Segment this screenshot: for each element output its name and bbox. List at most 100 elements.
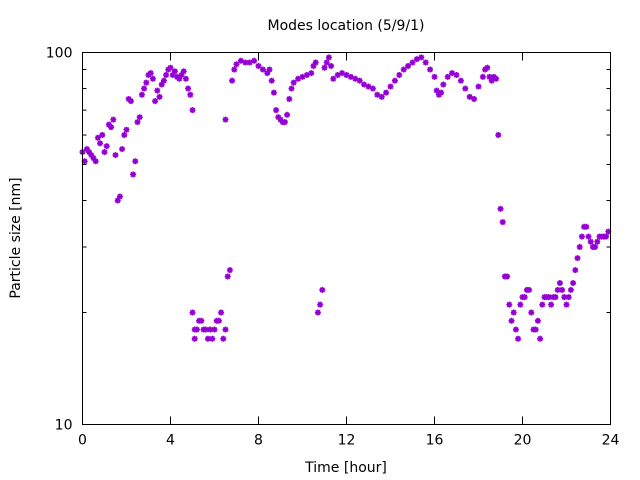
- plot-frame: [82, 52, 611, 425]
- data-point: [284, 111, 291, 118]
- data-point: [532, 326, 539, 333]
- data-point: [180, 68, 187, 75]
- data-point: [116, 193, 123, 200]
- data-point: [176, 75, 183, 82]
- data-point: [440, 81, 447, 88]
- data-point: [97, 140, 104, 147]
- data-point: [328, 62, 335, 69]
- data-point: [545, 294, 552, 301]
- data-point: [167, 64, 174, 71]
- data-point: [561, 294, 568, 301]
- data-point: [539, 301, 546, 308]
- data-point: [288, 85, 295, 92]
- data-point: [594, 238, 601, 245]
- data-point: [521, 294, 528, 301]
- data-point: [308, 70, 315, 77]
- data-point: [556, 280, 563, 287]
- data-point: [255, 62, 262, 69]
- data-point: [484, 64, 491, 71]
- x-tick-label: 8: [254, 433, 263, 449]
- data-point: [259, 66, 266, 73]
- data-point: [103, 143, 110, 150]
- data-point: [457, 77, 464, 84]
- data-point: [548, 301, 555, 308]
- data-point: [552, 294, 559, 301]
- data-point: [108, 124, 115, 131]
- data-point: [303, 71, 310, 78]
- data-point: [152, 98, 159, 105]
- data-point: [479, 73, 486, 80]
- data-point: [325, 54, 332, 61]
- data-point: [471, 95, 478, 102]
- data-point: [453, 71, 460, 78]
- data-point: [572, 267, 579, 274]
- data-point: [493, 75, 500, 82]
- data-point: [587, 238, 594, 245]
- data-point: [378, 93, 385, 100]
- data-point: [246, 59, 253, 66]
- data-point: [369, 85, 376, 92]
- data-point: [86, 149, 93, 156]
- data-point: [185, 85, 192, 92]
- data-point: [110, 116, 117, 123]
- data-point: [191, 335, 198, 342]
- data-point: [92, 158, 99, 165]
- x-tick-label: 12: [338, 433, 356, 449]
- data-point: [510, 309, 517, 316]
- data-point: [295, 75, 302, 82]
- data-point: [264, 70, 271, 77]
- data-point: [554, 286, 561, 293]
- data-point: [605, 228, 612, 235]
- data-point: [187, 91, 194, 98]
- data-point: [281, 119, 288, 126]
- x-tick-label: 4: [166, 433, 175, 449]
- data-point: [81, 158, 88, 165]
- data-point: [226, 267, 233, 274]
- data-point: [312, 59, 319, 66]
- data-point: [233, 61, 240, 68]
- data-point: [99, 132, 106, 139]
- data-point: [123, 126, 130, 133]
- data-point: [138, 91, 145, 98]
- data-point: [317, 301, 324, 308]
- data-point: [391, 77, 398, 84]
- data-point: [365, 83, 372, 90]
- data-point: [178, 71, 185, 78]
- data-point: [405, 62, 412, 69]
- data-point: [427, 66, 434, 73]
- data-point: [105, 121, 112, 128]
- data-point: [495, 132, 502, 139]
- data-point: [347, 73, 354, 80]
- data-point: [396, 71, 403, 78]
- data-point: [169, 71, 176, 78]
- data-points: [79, 54, 612, 342]
- data-point: [339, 70, 346, 77]
- axis-tick-labels: 0 4 8 12 16 20 24 10 100: [46, 46, 620, 449]
- data-point: [488, 77, 495, 84]
- data-point: [136, 114, 143, 121]
- data-point: [504, 273, 511, 280]
- data-point: [204, 335, 211, 342]
- data-point: [506, 301, 513, 308]
- data-point: [251, 57, 258, 64]
- data-point: [486, 73, 493, 80]
- data-point: [127, 98, 134, 105]
- chart-title: Modes location (5/9/1): [268, 18, 425, 34]
- data-point: [567, 286, 574, 293]
- data-point: [209, 335, 216, 342]
- data-point: [449, 70, 456, 77]
- data-point: [565, 294, 572, 301]
- data-point: [290, 79, 297, 86]
- data-point: [198, 317, 205, 324]
- data-point: [189, 107, 196, 114]
- data-point: [141, 85, 148, 92]
- data-point: [574, 255, 581, 262]
- x-tick-label: 16: [426, 433, 444, 449]
- data-point: [418, 54, 425, 61]
- data-point: [218, 309, 225, 316]
- data-point: [125, 95, 132, 102]
- data-point: [286, 95, 293, 102]
- y-tick-label: 100: [46, 46, 73, 62]
- data-point: [94, 134, 101, 141]
